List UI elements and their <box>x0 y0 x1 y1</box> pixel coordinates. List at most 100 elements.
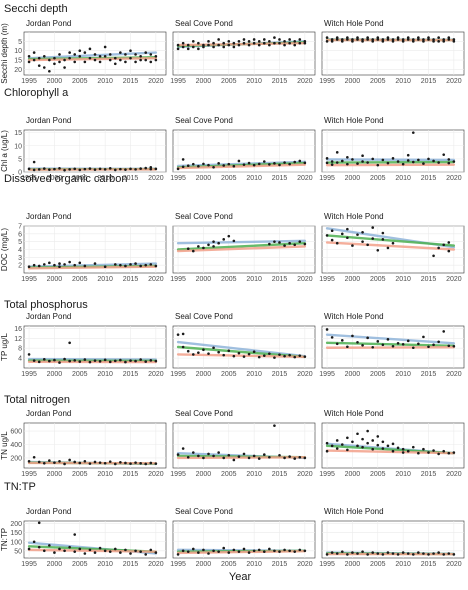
data-point <box>273 424 276 427</box>
data-point <box>212 240 215 243</box>
data-point <box>258 163 261 166</box>
data-point <box>336 552 339 555</box>
data-point <box>134 168 137 171</box>
panel-label: Seal Cove Pond <box>175 19 233 28</box>
panel-label: Jordan Pond <box>26 212 71 221</box>
data-point <box>376 435 379 438</box>
data-point <box>387 247 390 250</box>
x-tick-label: 1995 <box>21 561 37 568</box>
data-point <box>392 345 395 348</box>
data-point <box>304 549 307 552</box>
y-tick-label: 5 <box>18 239 22 246</box>
data-point <box>134 360 137 363</box>
data-point <box>351 158 354 161</box>
data-point <box>187 48 190 51</box>
data-point <box>109 53 112 56</box>
panel-frame <box>173 326 315 368</box>
y-tick-label: 600 <box>10 429 22 436</box>
data-point <box>412 346 415 349</box>
data-point <box>437 36 440 39</box>
data-point <box>73 550 76 553</box>
data-point <box>273 240 276 243</box>
data-point <box>432 40 435 43</box>
x-tick-label: 2005 <box>72 561 88 568</box>
data-point <box>392 40 395 43</box>
panel-label: Seal Cove Pond <box>175 116 233 125</box>
y-tick-label: 400 <box>10 442 22 449</box>
data-point <box>417 342 420 345</box>
data-point <box>331 40 334 43</box>
x-tick-label: 2015 <box>421 471 437 478</box>
y-tick-label: 200 <box>10 455 22 462</box>
data-point <box>192 40 195 43</box>
data-point <box>155 59 158 62</box>
data-point <box>177 553 180 556</box>
x-tick-label: 2000 <box>345 175 361 182</box>
data-point <box>361 446 364 449</box>
data-point <box>288 549 291 552</box>
data-point <box>243 38 246 41</box>
data-point <box>346 163 349 166</box>
data-point <box>207 453 210 456</box>
data-point <box>371 551 374 554</box>
panel-label: Seal Cove Pond <box>175 212 233 221</box>
y-tick-label: 7 <box>18 224 22 231</box>
data-point <box>376 552 379 555</box>
data-point <box>238 455 241 458</box>
data-point <box>139 55 142 58</box>
data-point <box>94 168 97 171</box>
data-point <box>33 59 36 62</box>
data-point <box>28 265 31 268</box>
x-tick-label: 2005 <box>221 561 237 568</box>
data-point <box>104 46 107 49</box>
x-tick-label: 2000 <box>47 78 63 85</box>
data-point <box>366 38 369 41</box>
x-tick-label: 2005 <box>221 276 237 283</box>
data-point <box>144 167 147 170</box>
x-tick-label: 2010 <box>97 471 113 478</box>
chart-title: Total phosphorus <box>4 299 88 311</box>
data-point <box>187 247 190 250</box>
x-tick-label: 2015 <box>272 371 288 378</box>
data-point <box>412 131 415 134</box>
data-point <box>248 353 251 356</box>
x-tick-label: 2020 <box>446 175 462 182</box>
x-tick-label: 2000 <box>47 371 63 378</box>
data-point <box>129 462 132 465</box>
data-point <box>144 59 147 62</box>
x-tick-label: 2010 <box>395 561 411 568</box>
data-point <box>442 450 445 453</box>
data-point <box>68 168 71 171</box>
data-point <box>124 361 127 364</box>
data-point <box>407 159 410 162</box>
data-point <box>212 166 215 169</box>
data-point <box>366 430 369 433</box>
data-point <box>453 345 456 348</box>
data-point <box>197 48 200 51</box>
data-point <box>73 53 76 56</box>
x-tick-label: 2000 <box>345 471 361 478</box>
data-point <box>233 46 236 49</box>
data-point <box>222 547 225 550</box>
data-point <box>447 344 450 347</box>
x-tick-label: 2020 <box>297 175 313 182</box>
data-point <box>346 156 349 159</box>
data-point <box>361 240 364 243</box>
data-point <box>197 42 200 45</box>
data-point <box>58 361 61 364</box>
data-point <box>253 38 256 41</box>
y-tick-label: 15 <box>14 130 22 137</box>
x-tick-label: 2020 <box>148 175 164 182</box>
data-point <box>222 164 225 167</box>
data-point <box>442 553 445 556</box>
data-point <box>33 51 36 54</box>
x-tick-label: 1995 <box>170 175 186 182</box>
data-point <box>376 164 379 167</box>
data-point <box>48 360 51 363</box>
x-tick-label: 2015 <box>123 78 139 85</box>
x-tick-label: 2015 <box>421 371 437 378</box>
data-point <box>293 244 296 247</box>
data-point <box>442 244 445 247</box>
data-point <box>124 168 127 171</box>
data-point <box>155 360 158 363</box>
